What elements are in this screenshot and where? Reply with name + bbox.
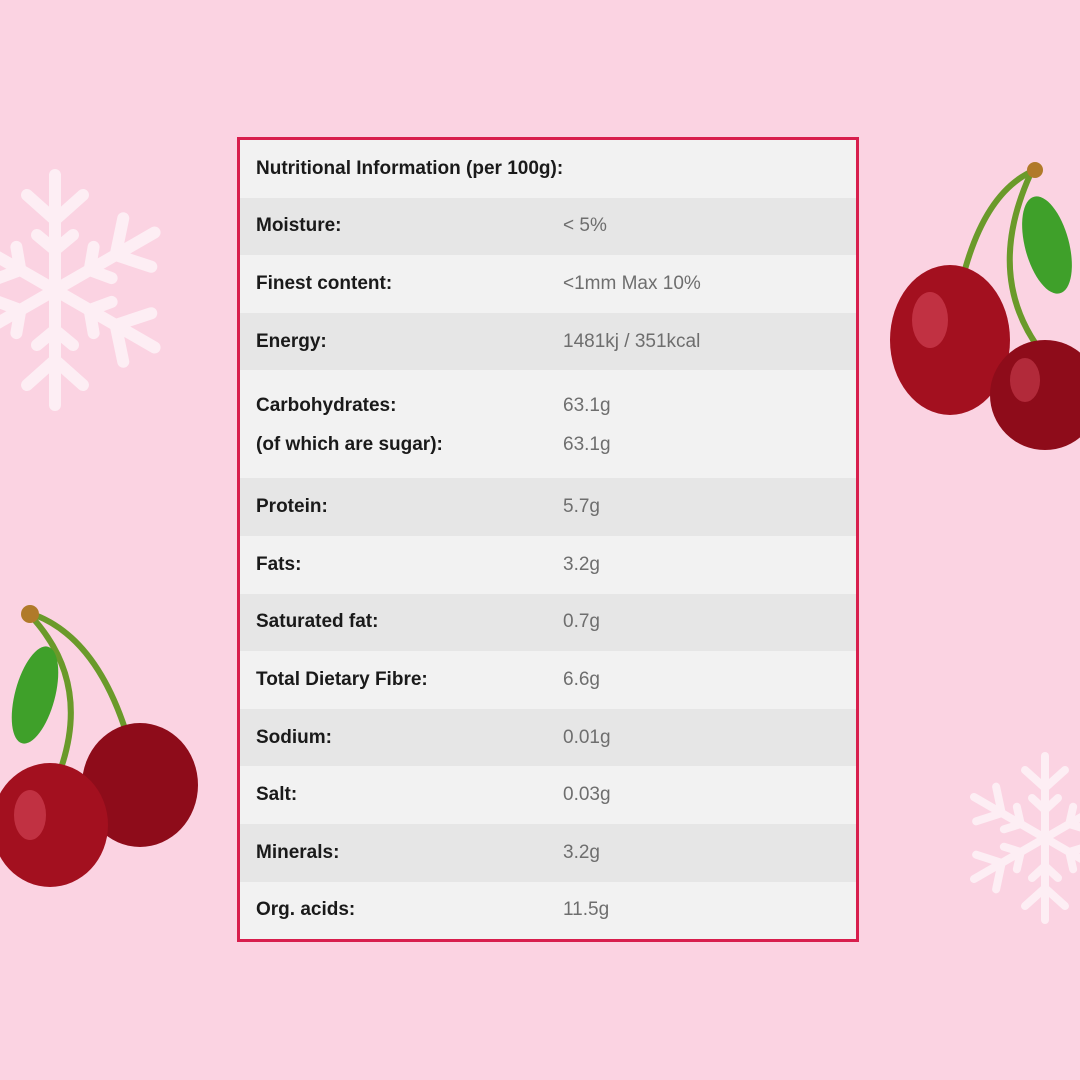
row-value: 0.7g <box>563 611 600 633</box>
row-label: Minerals: <box>256 841 340 863</box>
snowflake-icon <box>0 169 170 415</box>
row-label: Salt: <box>256 784 298 806</box>
row-value: 63.1g <box>563 395 611 417</box>
row-label: Carbohydrates: <box>256 395 397 417</box>
row-label: Saturated fat: <box>256 611 379 633</box>
nutrition-table: Nutritional Information (per 100g): Mois… <box>237 137 859 943</box>
table-row: Energy: 1481kj / 351kcal <box>240 312 856 371</box>
table-row: Moisture: < 5% <box>240 197 856 256</box>
table-row: Saturated fat: 0.7g <box>240 593 856 652</box>
row-label: Total Dietary Fibre: <box>256 668 428 690</box>
row-label: Protein: <box>256 496 328 518</box>
cherry-icon <box>890 162 1080 450</box>
table-row: Carbohydrates: (of which are sugar): 63.1… <box>240 370 856 478</box>
row-sub-label: (of which are sugar): <box>256 434 443 456</box>
row-value: 5.7g <box>563 496 600 518</box>
table-row: Fats: 3.2g <box>240 536 856 594</box>
row-label: Fats: <box>256 553 302 575</box>
table-row: Minerals: 3.2g <box>240 823 856 882</box>
row-value: 1481kj / 351kcal <box>563 330 701 352</box>
table-row: Protein: 5.7g <box>240 478 856 536</box>
row-label: Sodium: <box>256 726 332 748</box>
row-label: Finest content: <box>256 272 393 294</box>
row-value: < 5% <box>563 215 607 237</box>
snowflake-icon <box>945 752 1080 925</box>
row-sub-value: 63.1g <box>563 434 611 456</box>
table-row: Org. acids: 11.5g <box>240 882 856 940</box>
row-value: 0.03g <box>563 784 611 806</box>
table-header: Nutritional Information (per 100g): <box>240 140 856 198</box>
table-title: Nutritional Information (per 100g): <box>256 157 564 179</box>
table-row: Sodium: 0.01g <box>240 708 856 767</box>
row-label: Org. acids: <box>256 899 356 921</box>
table-row: Salt: 0.03g <box>240 766 856 824</box>
table-row: Total Dietary Fibre: 6.6g <box>240 651 856 709</box>
table-row: Finest content: <1mm Max 10% <box>240 255 856 313</box>
row-value: 0.01g <box>563 726 611 748</box>
row-label: Moisture: <box>256 215 342 237</box>
row-value: 3.2g <box>563 841 600 863</box>
row-label: Energy: <box>256 330 327 352</box>
row-value: 3.2g <box>563 553 600 575</box>
row-value: 11.5g <box>563 899 610 921</box>
cherry-icon <box>0 605 198 887</box>
row-value: 6.6g <box>563 668 600 690</box>
row-value: <1mm Max 10% <box>563 272 701 294</box>
